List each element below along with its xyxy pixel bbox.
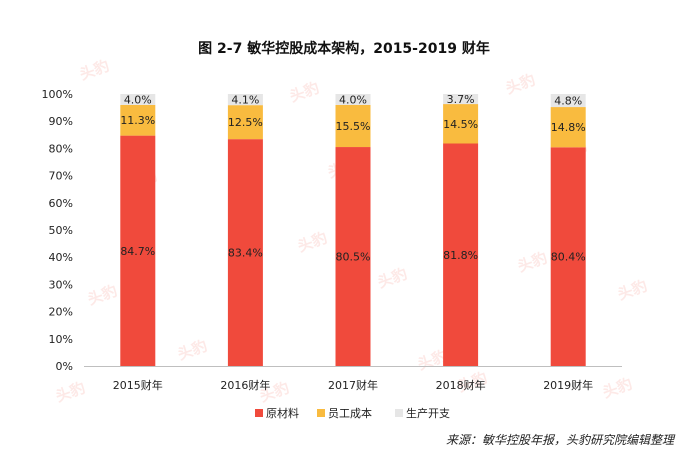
data-label: 12.5%: [228, 116, 263, 129]
data-label: 4.1%: [231, 94, 259, 107]
watermark-logo: 头豹: [615, 277, 649, 304]
data-label: 81.8%: [443, 249, 478, 262]
y-tick-label: 40%: [49, 251, 73, 264]
bar-segment: [335, 147, 371, 366]
y-tick-label: 10%: [49, 333, 73, 346]
x-axis: 2015财年 2016财年 2017财年 2018财年 2019财年: [84, 366, 622, 392]
y-tick-label: 80%: [49, 142, 73, 155]
watermark-logo: 头豹: [375, 265, 409, 292]
bar-segment: [227, 94, 263, 106]
legend-swatch: [395, 409, 403, 417]
data-label: 83.4%: [228, 247, 263, 260]
data-label: 80.4%: [551, 251, 586, 264]
x-tick-label: 2018财年: [436, 378, 486, 392]
watermark-logo: 头豹: [295, 229, 329, 256]
data-label: 14.8%: [551, 121, 586, 134]
bar-segment: [443, 143, 479, 366]
y-tick-label: 0%: [56, 360, 73, 373]
y-tick-label: 20%: [49, 306, 73, 319]
chart-title: 图 2-7 敏华控股成本架构，2015-2019 财年: [198, 41, 490, 57]
data-label: 11.3%: [120, 114, 155, 127]
watermark-logo: 头豹: [77, 57, 111, 84]
y-tick-label: 50%: [49, 224, 73, 237]
watermark-logo: 头豹: [175, 337, 209, 364]
bar-segment: [120, 135, 156, 366]
y-tick-label: 60%: [49, 197, 73, 210]
data-label: 4.8%: [554, 95, 582, 108]
bar-segment: [550, 107, 586, 148]
bar-segment: [335, 104, 371, 148]
bar-layer: 84.7% 11.3% 4.0% 83.4% 12.5% 4.1% 80.5% 15.5% 4.…: [120, 93, 586, 366]
legend-label: 员工成本: [328, 406, 372, 420]
y-tick-label: 70%: [49, 170, 73, 183]
data-label: 14.5%: [443, 118, 478, 131]
y-tick-label: 90%: [49, 115, 73, 128]
bar-segment: [227, 105, 263, 140]
data-label: 4.0%: [124, 93, 152, 106]
y-tick-label: 30%: [49, 278, 73, 291]
legend-swatch: [255, 409, 263, 417]
bar-segment: [550, 94, 586, 108]
bar-segment: [550, 147, 586, 366]
x-tick-label: 2015财年: [113, 378, 163, 392]
legend-label: 原材料: [266, 406, 299, 420]
legend-label: 生产开支: [406, 406, 450, 420]
watermark-logo: 头豹: [600, 375, 634, 402]
data-label: 84.7%: [120, 245, 155, 258]
bar-segment: [120, 94, 156, 105]
x-tick-label: 2016财年: [220, 378, 270, 392]
legend: 原材料 员工成本 生产开支: [255, 406, 450, 420]
legend-swatch: [317, 409, 325, 417]
x-tick-label: 2019财年: [543, 378, 593, 392]
watermark-logo: 头豹: [287, 79, 321, 106]
bar-segment: [335, 94, 371, 105]
watermark-logo: 头豹: [85, 282, 119, 309]
bar-segment: [227, 139, 263, 366]
data-label: 80.5%: [336, 251, 371, 264]
data-label: 15.5%: [336, 120, 371, 133]
bar-segment: [443, 94, 479, 105]
watermark-logo: 头豹: [53, 379, 87, 406]
bar-segment: [120, 104, 156, 136]
watermark-logo: 头豹: [503, 71, 537, 98]
data-label: 4.0%: [339, 93, 367, 106]
data-label: 3.7%: [447, 93, 475, 106]
watermark-logo: 头豹: [515, 249, 549, 276]
x-tick-label: 2017财年: [328, 378, 378, 392]
y-axis: 0% 10% 20% 30% 40% 50% 60% 70% 80% 90% 100%: [42, 88, 73, 373]
bar-segment: [443, 104, 479, 144]
y-tick-label: 100%: [42, 88, 73, 101]
source-note: 来源：敏华控股年报，头豹研究院编辑整理: [445, 433, 674, 447]
